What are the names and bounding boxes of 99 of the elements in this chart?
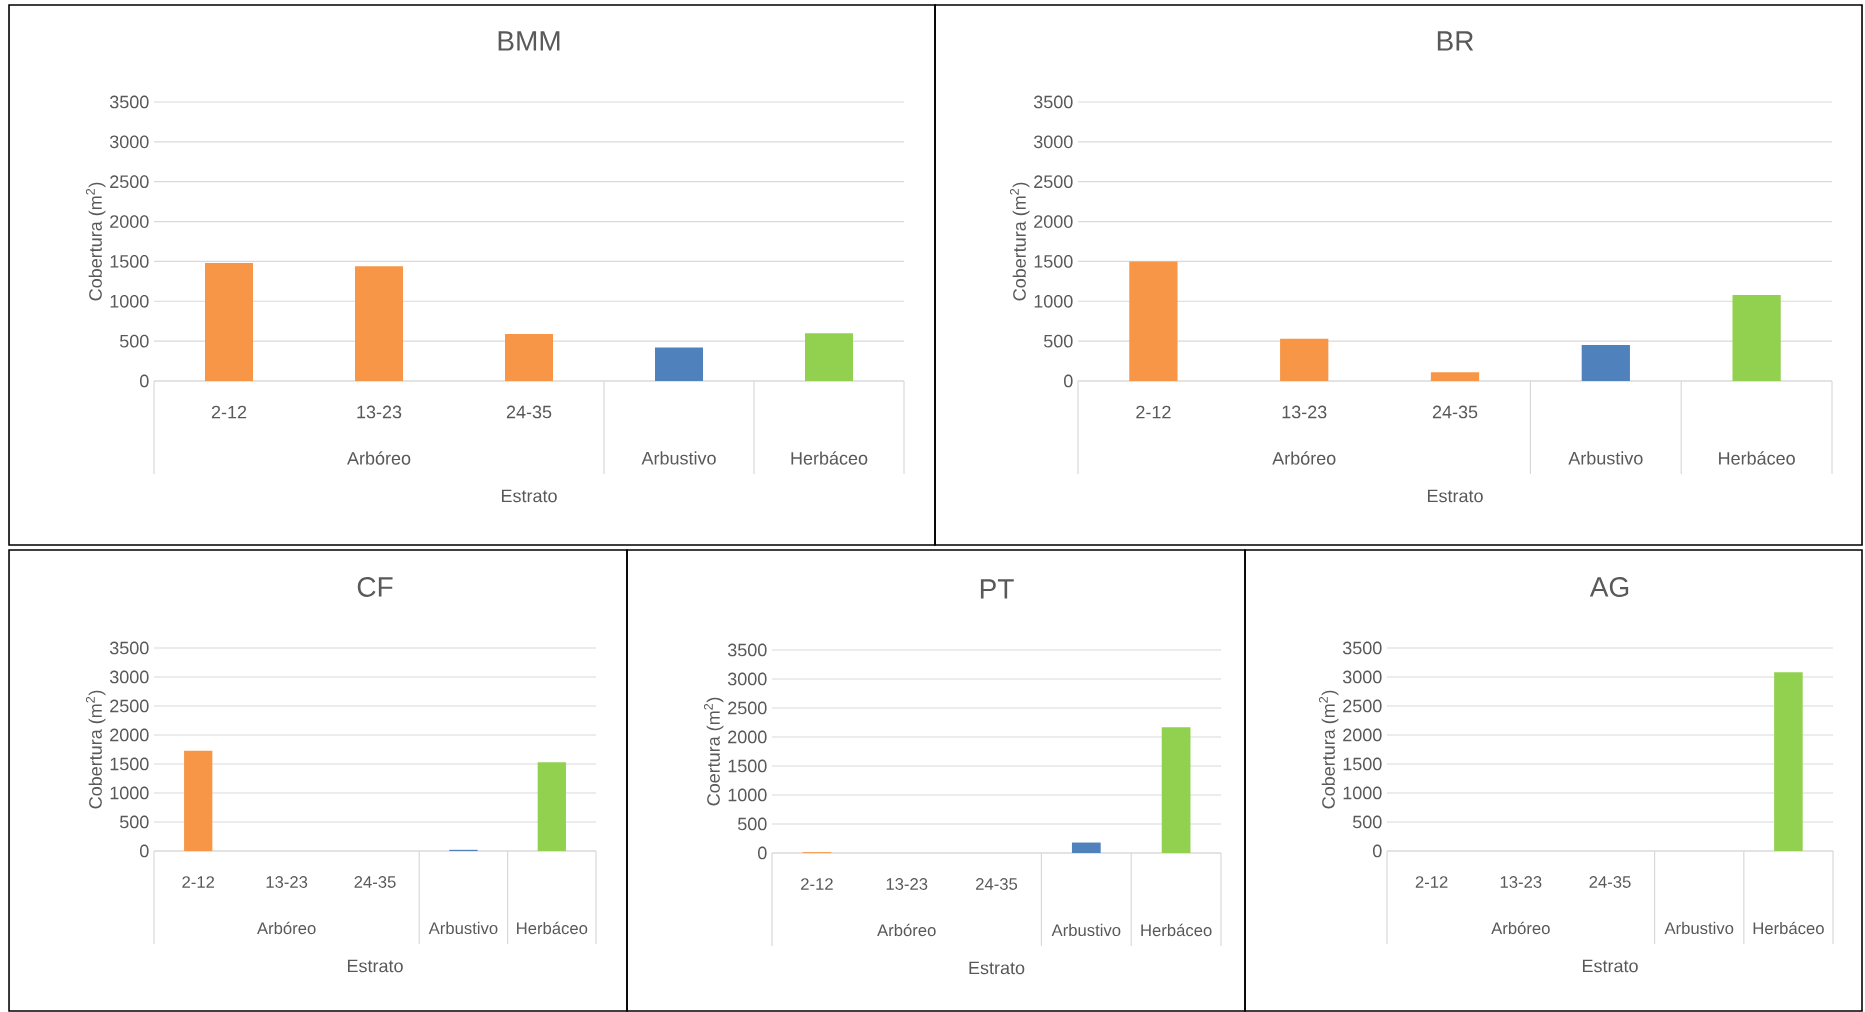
y-tick-label: 1000 xyxy=(1343,786,1382,800)
bar xyxy=(655,347,704,381)
chart-title: BMM xyxy=(498,31,560,51)
text: Arbóreo xyxy=(1272,451,1336,465)
x-tick-label: 2-12 xyxy=(1136,405,1171,419)
x-tick-label: 24-35 xyxy=(506,405,552,419)
bar xyxy=(184,750,213,851)
y-tick-label: 500 xyxy=(119,815,149,829)
chart-title: BR xyxy=(1437,31,1474,51)
y-tick-label: 2500 xyxy=(1343,699,1382,713)
text: Arbóreo xyxy=(347,451,411,465)
bar xyxy=(355,266,404,381)
y-tick-label: 500 xyxy=(1352,815,1382,829)
x-tick-label: Arbustivo xyxy=(1568,451,1643,465)
y-tick-label: 1500 xyxy=(110,255,149,268)
x-tick-label: Herbáceo xyxy=(1141,923,1212,937)
y-tick-label: 1000 xyxy=(110,786,149,800)
y-tick-label: 3000 xyxy=(109,135,149,149)
x-tick-label: Herbáceo xyxy=(1719,451,1795,465)
bar xyxy=(1161,727,1191,853)
bar xyxy=(505,333,554,381)
x-tick-label: 24-35 xyxy=(976,878,1018,890)
x-tick-label: 13-23 xyxy=(1282,405,1327,419)
y-tick-label: 1000 xyxy=(1034,294,1073,308)
y-tick-label: 2000 xyxy=(1034,215,1073,228)
x-tick-label: 13-23 xyxy=(266,876,308,888)
x-tick-label: 24-35 xyxy=(1589,876,1631,888)
x-tick-label: 2-12 xyxy=(182,876,215,888)
bar xyxy=(537,762,566,851)
y-tick-label: 3000 xyxy=(1342,670,1382,684)
bar xyxy=(1581,345,1630,381)
y-tick-label: 0 xyxy=(140,374,149,388)
bar xyxy=(1071,842,1101,853)
y-tick-label: 2500 xyxy=(1034,175,1073,189)
x-tick-label: 2-12 xyxy=(801,878,833,890)
y-tick-label: 1000 xyxy=(728,788,767,802)
text: Arbóreo xyxy=(877,923,936,937)
x-tick-label: 24-35 xyxy=(1432,405,1478,419)
y-tick-label: 3500 xyxy=(1342,641,1382,655)
y-tick-label: 0 xyxy=(140,844,149,858)
y-tick-label: 500 xyxy=(1043,334,1073,348)
y-tick-label: 2500 xyxy=(110,699,149,713)
x-tick-label: Herbáceo xyxy=(1753,921,1824,935)
x-tick-label: Arbustivo xyxy=(1051,923,1121,937)
bar xyxy=(1280,338,1329,381)
y-tick-label: 2000 xyxy=(110,215,149,228)
x-tick-label: Herbáceo xyxy=(791,451,868,465)
y-tick-label: 3000 xyxy=(727,672,767,686)
y-tick-label: 2000 xyxy=(1343,728,1382,742)
text: Arbóreo xyxy=(257,921,316,935)
y-axis-title: Cobertura (m$^{2}$) xyxy=(1009,182,1030,301)
x-tick-label: Arbustivo xyxy=(1664,921,1734,935)
x-tick-label: 2-12 xyxy=(1415,876,1448,888)
x-tick-label: 2-12 xyxy=(211,405,247,419)
x-tick-label: 13-23 xyxy=(1500,876,1542,888)
y-tick-label: 3000 xyxy=(109,670,149,684)
y-axis-title: Cobertura (m$^{2}$) xyxy=(85,690,106,809)
x-axis-title: Estrato xyxy=(1427,489,1483,503)
chart-title: CF xyxy=(357,577,393,597)
bar xyxy=(1430,372,1480,381)
y-tick-label: 2500 xyxy=(728,701,767,715)
x-tick-label: Arbustivo xyxy=(641,451,716,465)
y-tick-label: 2000 xyxy=(728,730,767,744)
chart-title: AG xyxy=(1589,577,1629,597)
y-tick-label: 1500 xyxy=(728,759,767,773)
y-tick-label: 2500 xyxy=(110,175,149,189)
bar xyxy=(205,263,254,381)
y-tick-label: 1500 xyxy=(1343,757,1382,771)
y-axis-title: Cobertura (m$^{2}$) xyxy=(1318,690,1339,809)
y-tick-label: 3500 xyxy=(1033,95,1073,109)
y-tick-label: 0 xyxy=(1064,374,1073,388)
bar xyxy=(805,333,854,381)
y-tick-label: 1000 xyxy=(110,294,149,308)
y-tick-label: 3500 xyxy=(109,641,149,655)
y-tick-label: 3000 xyxy=(1033,135,1073,149)
x-tick-label: 13-23 xyxy=(357,405,402,419)
y-tick-label: 1500 xyxy=(110,757,149,771)
x-axis-title: Estrato xyxy=(1582,959,1638,973)
x-tick-label: Arbustivo xyxy=(428,921,498,935)
bar xyxy=(1732,294,1781,381)
chart-title: PT xyxy=(980,579,1014,599)
y-tick-label: 500 xyxy=(119,334,149,348)
y-tick-label: 500 xyxy=(737,817,767,831)
x-tick-label: 13-23 xyxy=(886,878,928,890)
y-tick-label: 0 xyxy=(1373,844,1382,858)
x-tick-label: 24-35 xyxy=(354,876,396,888)
y-tick-label: 1500 xyxy=(1034,255,1073,268)
text: Arbóreo xyxy=(1491,921,1550,935)
x-axis-title: Estrato xyxy=(501,489,557,503)
x-axis-title: Estrato xyxy=(969,961,1025,975)
bar xyxy=(1129,261,1178,381)
y-tick-label: 3500 xyxy=(727,643,767,657)
y-tick-label: 0 xyxy=(758,846,767,860)
y-tick-label: 2000 xyxy=(110,728,149,742)
y-tick-label: 3500 xyxy=(109,95,149,109)
x-tick-label: Herbáceo xyxy=(517,921,588,935)
x-axis-title: Estrato xyxy=(347,959,403,973)
y-axis-title: Cobertura (m$^{2}$) xyxy=(85,182,106,301)
y-axis-title: Coertura (m$^{2}$) xyxy=(703,697,724,806)
